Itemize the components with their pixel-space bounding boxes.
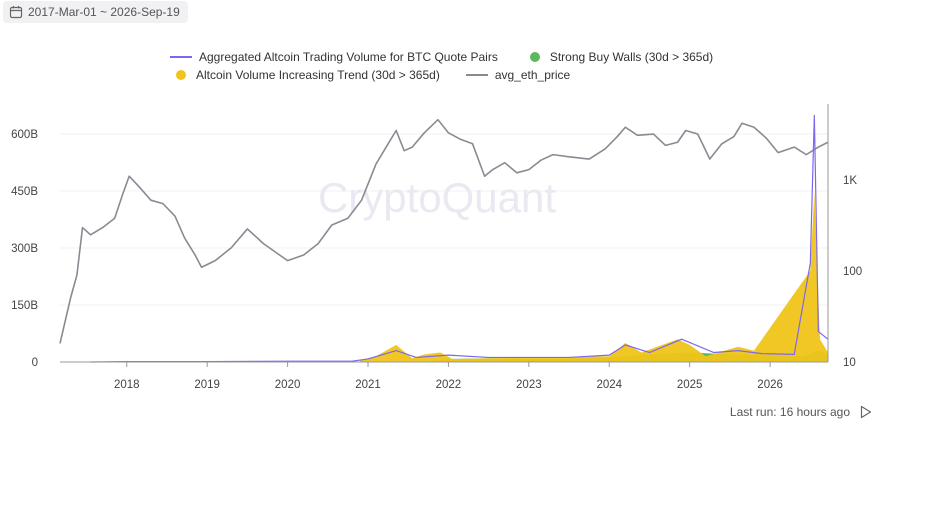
legend-label-increasing: Altcoin Volume Increasing Trend (30d > 3… [196, 68, 440, 82]
chart-legend: Aggregated Altcoin Trading Volume for BT… [170, 48, 739, 84]
x-tick-label: 2024 [596, 379, 622, 391]
y-tick-label-right: 1K [843, 175, 857, 187]
legend-line-icon [465, 74, 488, 76]
chart-canvas: CryptoQuant 0 150B 300B 450B 600B 10 100 1K 2018… [11, 104, 862, 391]
date-range-picker[interactable]: 2017-Mar-01 ~ 2026-Sep-19 [3, 1, 188, 23]
x-tick-label: 2020 [275, 379, 301, 391]
watermark: CryptoQuant [318, 174, 556, 221]
legend-label-volume: Aggregated Altcoin Trading Volume for BT… [199, 50, 498, 64]
x-tick-label: 2022 [436, 379, 462, 391]
legend-dot-icon [176, 70, 186, 80]
series-avg-eth-price [59, 118, 829, 344]
y-tick-label-left: 600B [11, 129, 38, 141]
date-range-label: 2017-Mar-01 ~ 2026-Sep-19 [28, 5, 180, 19]
calendar-icon [9, 6, 23, 19]
y-tick-label-right: 10 [843, 357, 856, 369]
play-icon[interactable] [860, 405, 872, 419]
y-tick-label-right: 100 [843, 266, 862, 278]
axes: 0 150B 300B 450B 600B 10 100 1K 2018 2019 2020 2021… [11, 104, 862, 391]
y-tick-label-left: 300B [11, 243, 38, 255]
legend-item-eth[interactable]: avg_eth_price [465, 68, 571, 82]
legend-dot-icon [529, 52, 540, 62]
legend-label-buy-walls: Strong Buy Walls (30d > 365d) [549, 50, 714, 64]
legend-item-volume[interactable]: Aggregated Altcoin Trading Volume for BT… [170, 50, 498, 64]
line-series [59, 114, 829, 363]
grid-lines [60, 133, 828, 306]
legend-label-eth: avg_eth_price [494, 68, 571, 82]
footer: Last run: 16 hours ago [730, 405, 872, 419]
legend-line-icon [170, 56, 192, 58]
series-aggregated-volume [90, 114, 829, 363]
series-volume-increasing [359, 191, 828, 362]
legend-item-buy-walls[interactable]: Strong Buy Walls (30d > 365d) [524, 50, 713, 64]
last-run-text: Last run: 16 hours ago [729, 405, 850, 419]
x-tick-label: 2023 [516, 379, 542, 391]
x-tick-label: 2026 [757, 379, 783, 391]
legend-item-increasing[interactable]: Altcoin Volume Increasing Trend (30d > 3… [170, 68, 440, 82]
x-tick-label: 2018 [114, 379, 140, 391]
x-tick-label: 2021 [355, 379, 381, 391]
x-tick-label: 2019 [194, 379, 220, 391]
y-tick-label-left: 0 [32, 357, 38, 369]
area-series [359, 191, 828, 362]
y-tick-label-left: 150B [11, 300, 38, 312]
y-tick-label-left: 450B [11, 186, 38, 198]
x-tick-label: 2025 [677, 379, 703, 391]
